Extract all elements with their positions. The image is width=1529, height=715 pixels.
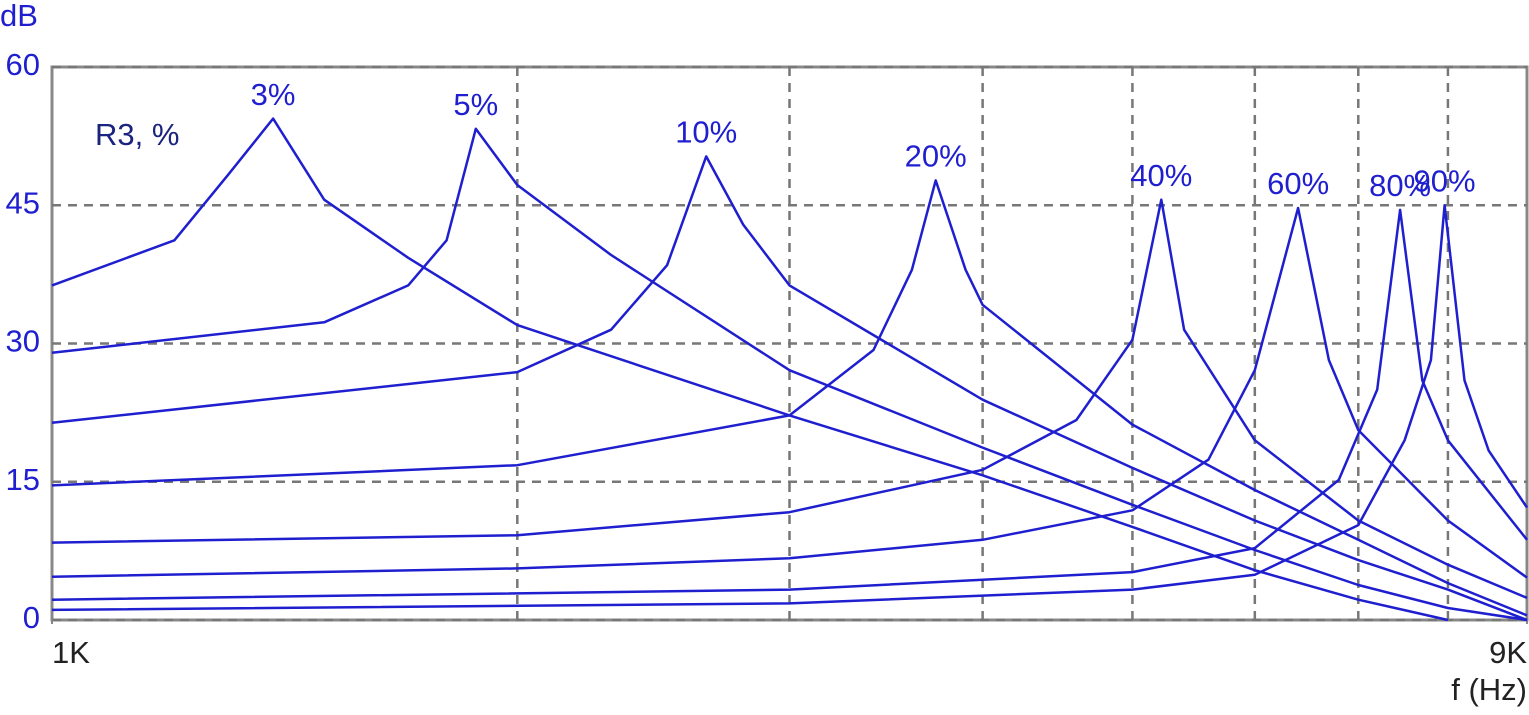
y-tick-label: 0: [23, 600, 40, 635]
x-axis-label: f (Hz): [1451, 672, 1527, 707]
line: [51, 155, 1528, 622]
series-label: 5%: [453, 87, 498, 122]
line: [51, 204, 1529, 612]
y-tick-label: 30: [6, 324, 40, 359]
line: [51, 117, 1449, 622]
line: [51, 198, 1528, 600]
annotation: R3, %: [95, 117, 179, 152]
y-tick-label: 15: [6, 462, 40, 497]
series-label: 40%: [1130, 158, 1192, 193]
line: [51, 127, 1528, 622]
series-label: 90%: [1414, 163, 1476, 198]
series-label: 80%: [1369, 168, 1431, 203]
series-label: 20%: [905, 139, 967, 174]
y-tick-label: 45: [6, 185, 40, 220]
x-tick-label: 1K: [52, 635, 90, 670]
y-tick-label: 60: [6, 47, 40, 82]
line: [51, 179, 1528, 617]
series-label: 3%: [251, 77, 296, 112]
series-label: 60%: [1267, 166, 1329, 201]
series-label: 10%: [675, 115, 737, 150]
line: [51, 208, 1528, 601]
line: [51, 206, 1528, 579]
x-tick-label: 9K: [1489, 635, 1527, 670]
y-axis-label: dB: [0, 0, 38, 33]
